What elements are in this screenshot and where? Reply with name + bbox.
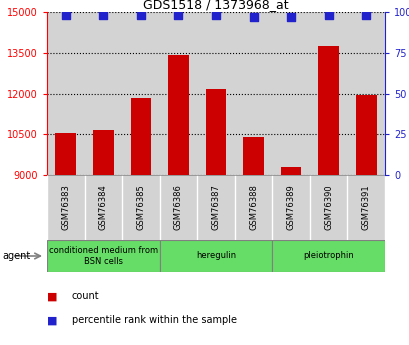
Bar	[317, 46, 338, 175]
Text: pleiotrophin: pleiotrophin	[303, 252, 353, 260]
Bar	[205, 89, 226, 175]
Text: ■: ■	[47, 315, 57, 325]
Text: GSM76390: GSM76390	[324, 185, 333, 230]
Bar	[159, 240, 272, 272]
Bar	[55, 133, 76, 175]
Text: GSM76387: GSM76387	[211, 185, 220, 230]
Text: GSM76383: GSM76383	[61, 185, 70, 230]
Bar	[355, 95, 375, 175]
Point	[175, 12, 181, 18]
Point	[212, 12, 219, 18]
Text: GSM76388: GSM76388	[248, 185, 257, 230]
Text: GSM76384: GSM76384	[99, 185, 108, 230]
Bar	[168, 56, 188, 175]
Bar	[130, 98, 151, 175]
Text: percentile rank within the sample: percentile rank within the sample	[72, 315, 236, 325]
Text: GSM76391: GSM76391	[361, 185, 370, 230]
Bar	[280, 167, 301, 175]
Point	[287, 14, 294, 20]
Title: GDS1518 / 1373968_at: GDS1518 / 1373968_at	[143, 0, 288, 11]
Text: conditioned medium from
BSN cells: conditioned medium from BSN cells	[49, 246, 157, 266]
Text: agent: agent	[2, 251, 30, 261]
Text: heregulin: heregulin	[196, 252, 236, 260]
Point	[325, 12, 331, 18]
Text: GSM76386: GSM76386	[173, 185, 182, 230]
Point	[100, 12, 106, 18]
Point	[249, 14, 256, 20]
Text: GSM76389: GSM76389	[286, 185, 295, 230]
Point	[62, 12, 69, 18]
Point	[362, 12, 369, 18]
Bar	[272, 240, 384, 272]
Bar	[243, 137, 263, 175]
Bar	[47, 240, 159, 272]
Text: ■: ■	[47, 291, 57, 301]
Point	[137, 12, 144, 18]
Text: count: count	[72, 291, 99, 301]
Text: GSM76385: GSM76385	[136, 185, 145, 230]
Bar	[93, 130, 113, 175]
